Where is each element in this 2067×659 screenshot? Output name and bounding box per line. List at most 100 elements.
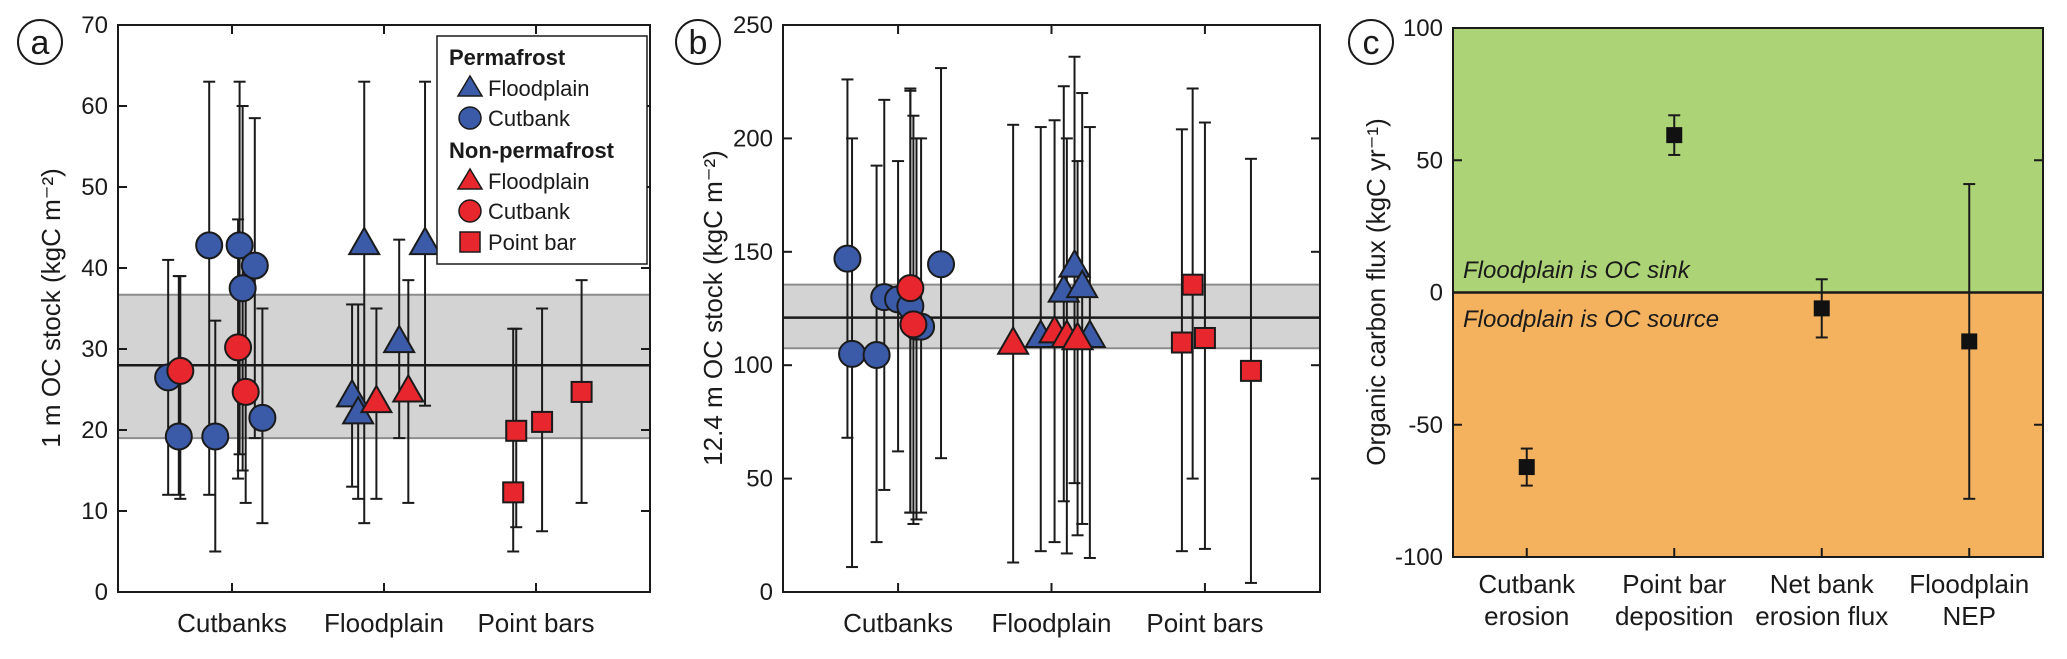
x-category-label: erosion flux <box>1755 601 1888 631</box>
data-point-square <box>1239 359 1262 382</box>
y-tick-label: 20 <box>81 417 108 444</box>
region-label-source: Floodplain is OC source <box>1463 306 1719 333</box>
y-axis-ticks: 0 50 100 150 200 250 <box>733 12 1320 606</box>
chart-marks <box>1518 114 1978 500</box>
data-point-square <box>1813 300 1830 317</box>
x-category-label: Cutbank <box>1478 569 1576 599</box>
panel-b: b 0 50 100 150 200 250 Cutbanks Floodplain Poin… <box>675 12 1321 638</box>
y-tick-label: 40 <box>81 255 108 282</box>
legend-marker-triangle <box>456 167 484 190</box>
data-point-circle <box>201 422 230 451</box>
y-tick-label: 60 <box>81 93 108 120</box>
data-point-circle <box>228 274 257 303</box>
panel-a: a 0 10 20 30 40 50 60 70 Cutbanks Floodplain Poin… <box>17 12 651 638</box>
y-tick-label: 200 <box>733 125 773 152</box>
data-point-triangle <box>347 225 381 256</box>
y-tick-label: 70 <box>81 12 108 39</box>
data-point-circle <box>896 274 925 303</box>
data-point-triangle <box>382 323 416 354</box>
panel-letter-b-circle <box>675 19 721 65</box>
reference-band <box>118 293 650 440</box>
y-tick-label: 50 <box>81 174 108 201</box>
data-point-triangle <box>359 383 394 414</box>
data-point-circle <box>231 377 260 406</box>
x-category-label: Floodplain <box>1909 569 2029 599</box>
x-category-label: Point bars <box>477 608 594 638</box>
y-axis-label: 12.4 m OC stock (kgC m⁻²) <box>698 150 728 466</box>
x-axis-categories: Cutbanks Floodplain Point bars <box>177 25 595 638</box>
x-category-label: Point bar <box>1622 569 1726 599</box>
legend-marker-circle <box>458 106 482 130</box>
y-tick-label: 100 <box>733 352 773 379</box>
x-axis-categories: Cutbanks Floodplain Point bars <box>843 25 1263 638</box>
y-tick-label: 50 <box>1416 147 1443 174</box>
y-tick-label: 10 <box>81 498 108 525</box>
y-tick-label: -50 <box>1408 412 1443 439</box>
panel-letter-b: b <box>689 24 708 62</box>
y-tick-label: -100 <box>1395 544 1443 571</box>
data-point-square <box>1193 326 1216 349</box>
y-axis-ticks: -100 -50 0 50 100 <box>1395 15 2043 571</box>
y-axis-ticks: 0 10 20 30 40 50 60 70 <box>81 12 650 606</box>
panel-letter-a: a <box>31 24 50 62</box>
y-tick-label: 250 <box>733 12 773 39</box>
data-point-square <box>505 419 528 442</box>
data-point-triangle <box>391 373 426 403</box>
x-category-label: Floodplain <box>992 608 1112 638</box>
data-point-circle <box>899 310 928 339</box>
legend-entry: Cutbank <box>488 199 571 224</box>
x-category-label: deposition <box>1615 601 1734 631</box>
legend: Permafrost Floodplain Cutbank Non-permaf… <box>436 35 648 265</box>
x-category-label: Cutbanks <box>843 608 953 638</box>
panel-letter-c-circle <box>1348 19 1394 65</box>
data-point-circle <box>224 333 253 362</box>
data-point-circle <box>164 422 193 451</box>
legend-entry: Point bar <box>488 230 576 255</box>
data-point-triangle <box>408 225 442 256</box>
data-point-circle <box>225 231 254 260</box>
shaded-region <box>1453 28 2043 293</box>
x-category-label: erosion <box>1484 601 1569 631</box>
legend-box <box>436 35 648 265</box>
shaded-regions <box>1453 28 2043 557</box>
data-point-circle <box>166 356 195 385</box>
data-point-circle <box>248 403 277 432</box>
chart-marks <box>154 80 593 553</box>
shaded-region <box>1453 292 2043 557</box>
y-tick-label: 0 <box>760 579 773 606</box>
data-point-circle <box>833 244 862 273</box>
legend-entry: Cutbank <box>488 106 571 131</box>
y-tick-label: 50 <box>746 466 773 493</box>
data-point-triangle <box>1065 268 1099 299</box>
legend-group-title: Non-permafrost <box>449 138 615 163</box>
x-category-label: Net bank <box>1770 569 1875 599</box>
data-point-square <box>1518 459 1535 476</box>
data-point-circle <box>838 339 867 368</box>
legend-marker-circle <box>458 199 482 223</box>
data-point-square <box>1666 127 1683 144</box>
legend-entry: Floodplain <box>488 76 590 101</box>
data-point-triangle <box>1060 320 1095 351</box>
panel-c: c Floodplain is OC sink Floodplain is OC… <box>1348 15 2044 631</box>
data-point-square <box>1170 331 1193 354</box>
x-category-label: NEP <box>1943 601 1996 631</box>
data-point-square <box>570 380 593 403</box>
data-point-circle <box>195 231 224 260</box>
data-point-square <box>1961 333 1978 350</box>
y-tick-label: 30 <box>81 336 108 363</box>
data-point-square <box>1181 273 1204 296</box>
x-category-label: Point bars <box>1146 608 1263 638</box>
y-axis-label: 1 m OC stock (kgC m⁻²) <box>36 168 66 448</box>
y-tick-label: 100 <box>1403 15 1443 42</box>
data-point-circle <box>862 340 891 369</box>
x-category-label: Floodplain <box>324 608 444 638</box>
chart-marks <box>833 55 1262 584</box>
data-point-square <box>502 481 525 504</box>
region-label-sink: Floodplain is OC sink <box>1463 257 1692 284</box>
data-point-triangle <box>996 325 1030 355</box>
legend-entry: Floodplain <box>488 169 590 194</box>
y-tick-label: 0 <box>1430 280 1443 307</box>
legend-marker-square <box>459 231 481 253</box>
data-point-circle <box>927 250 956 279</box>
